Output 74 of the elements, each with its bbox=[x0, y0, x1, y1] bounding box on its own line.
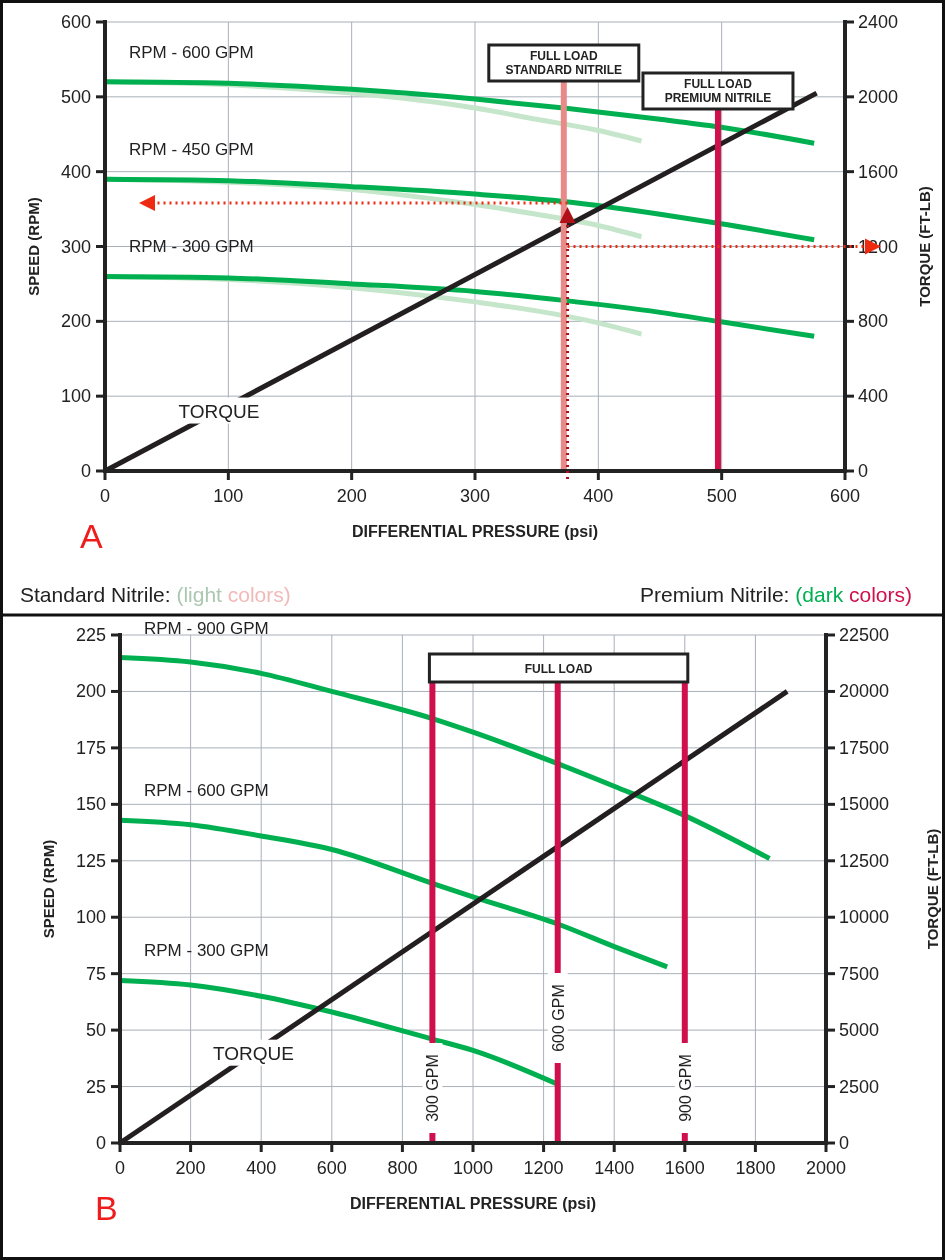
annotation: FULL LOAD bbox=[524, 662, 593, 676]
y-tick-label: 125 bbox=[75, 850, 106, 871]
y-axis-title: SPEED (RPM) bbox=[40, 839, 57, 939]
series-label: RPM - 900 GPM bbox=[144, 618, 269, 638]
y-tick-label: 400 bbox=[60, 161, 91, 182]
y2-tick-label: 20000 bbox=[839, 681, 890, 702]
series-label: TORQUE bbox=[178, 400, 260, 422]
y-tick-label: 25 bbox=[85, 1076, 106, 1097]
x-tick-label: 200 bbox=[175, 1158, 206, 1178]
x-axis-title: DIFFERENTIAL PRESSURE (psi) bbox=[350, 1195, 596, 1212]
y2-tick-label: 0 bbox=[858, 461, 869, 481]
y2-tick-label: 0 bbox=[839, 1133, 850, 1153]
y-tick-label: 50 bbox=[85, 1020, 106, 1041]
x-tick-label: 600 bbox=[316, 1158, 347, 1178]
ref-line-label: 600 GPM bbox=[549, 984, 567, 1052]
y-tick-label: 150 bbox=[75, 794, 106, 815]
x-tick-label: 0 bbox=[114, 1158, 126, 1178]
y2-tick-label: 22500 bbox=[839, 625, 890, 645]
text: Premium Nitrile: (dark colors) bbox=[640, 583, 912, 606]
y-tick-label: 200 bbox=[75, 681, 106, 702]
y2-tick-label: 10000 bbox=[839, 907, 890, 928]
y2-tick-label: 2400 bbox=[858, 12, 899, 32]
x-tick-label: 1800 bbox=[735, 1158, 776, 1178]
series-label: RPM - 600 GPM bbox=[129, 42, 254, 62]
y-tick-label: 600 bbox=[60, 12, 91, 32]
y2-tick-label: 7500 bbox=[839, 963, 880, 984]
series-label: TORQUE bbox=[212, 1042, 294, 1064]
text: B bbox=[95, 1189, 118, 1227]
x-tick-label: 1600 bbox=[664, 1158, 705, 1178]
y2-tick-label: 800 bbox=[858, 311, 889, 332]
y2-tick-label: 12500 bbox=[839, 850, 890, 871]
y-tick-label: 100 bbox=[60, 386, 91, 407]
text: A bbox=[80, 517, 103, 555]
ref-line-label: 900 GPM bbox=[676, 1054, 694, 1122]
y2-tick-label: 2500 bbox=[839, 1076, 880, 1097]
ref-line-label: 300 GPM bbox=[424, 1054, 442, 1122]
y-tick-label: 0 bbox=[80, 461, 91, 481]
series-label: RPM - 300 GPM bbox=[129, 237, 254, 257]
y2-tick-label: 400 bbox=[858, 386, 889, 407]
x-tick-label: 100 bbox=[213, 486, 244, 506]
x-tick-label: 300 bbox=[459, 486, 491, 506]
y-tick-label: 0 bbox=[95, 1133, 106, 1153]
x-tick-label: 1400 bbox=[594, 1158, 635, 1178]
y2-tick-label: 5000 bbox=[839, 1020, 880, 1041]
y-axis-title: SPEED (RPM) bbox=[25, 197, 42, 296]
x-tick-label: 500 bbox=[706, 486, 737, 506]
x-tick-label: 400 bbox=[246, 1158, 277, 1178]
x-tick-label: 200 bbox=[336, 486, 367, 506]
series-label: RPM - 600 GPM bbox=[144, 781, 269, 801]
y2-tick-label: 17500 bbox=[839, 737, 890, 758]
y2-axis-title: TORQUE (FT-LB) bbox=[916, 186, 933, 307]
x-tick-label: 600 bbox=[829, 486, 861, 506]
y-tick-label: 75 bbox=[85, 963, 106, 984]
y-tick-label: 300 bbox=[60, 236, 91, 257]
x-tick-label: 400 bbox=[583, 486, 614, 506]
x-tick-label: 2000 bbox=[805, 1158, 847, 1178]
y-tick-label: 500 bbox=[60, 86, 91, 107]
x-tick-label: 1200 bbox=[523, 1158, 564, 1178]
y-tick-label: 200 bbox=[60, 311, 91, 332]
ref-line-label: FULL LOAD PREMIUM NITRILE bbox=[664, 77, 772, 105]
y-tick-label: 100 bbox=[75, 907, 106, 928]
series-label: RPM - 300 GPM bbox=[144, 941, 269, 961]
x-tick-label: 800 bbox=[387, 1158, 418, 1178]
y2-tick-label: 1600 bbox=[858, 161, 899, 182]
x-tick-label: 1000 bbox=[452, 1158, 494, 1178]
series-label: RPM - 450 GPM bbox=[129, 140, 254, 160]
y-tick-label: 175 bbox=[75, 737, 106, 758]
x-axis-title: DIFFERENTIAL PRESSURE (psi) bbox=[352, 523, 598, 540]
text: Standard Nitrile: (light colors) bbox=[20, 583, 291, 606]
y2-axis-title: TORQUE (FT-LB) bbox=[924, 828, 941, 950]
y2-tick-label: 15000 bbox=[839, 794, 890, 815]
ref-line-label: FULL LOAD STANDARD NITRILE bbox=[505, 49, 623, 77]
y2-tick-label: 2000 bbox=[858, 86, 899, 107]
y-tick-label: 225 bbox=[75, 625, 106, 645]
